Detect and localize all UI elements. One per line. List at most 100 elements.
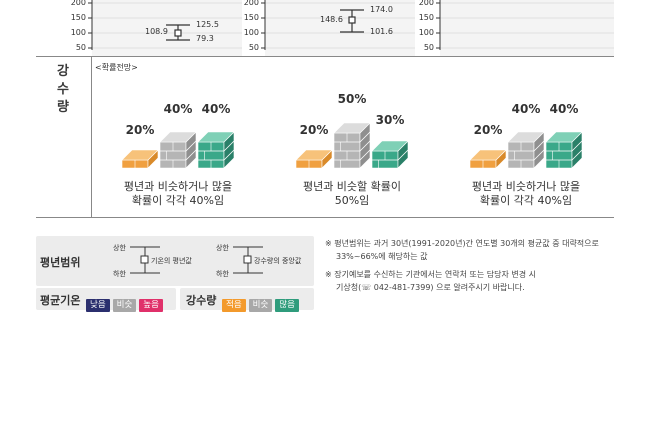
group-1-normal-stack-side-line — [185, 140, 197, 152]
chart-2-mid-value: 148.6 — [320, 15, 343, 24]
group-2-desc-line-1: 평년과 비슷할 확률이 — [302, 180, 402, 193]
group-1-low-stack-side-line — [147, 158, 159, 170]
chart-1-tick-50: 50 — [75, 43, 86, 52]
chart-1-grid — [92, 2, 242, 49]
group-3-high-stack-side-line — [571, 140, 583, 152]
legend-rain-upper: 상한 — [216, 244, 229, 252]
legend-temp-upper: 상한 — [113, 244, 126, 252]
group-3-normal-pct: 40% — [511, 102, 541, 116]
legend-temp-chips: 낮음 비슷 높음 — [86, 292, 166, 312]
chart-1-mid-value: 108.9 — [145, 27, 168, 36]
chart-2-tick-200: 200 — [243, 0, 259, 7]
chart-2-ticks — [261, 2, 265, 49]
chart-3-bg — [440, 0, 614, 56]
group-2-normal-stack-side-line — [359, 158, 371, 170]
group-2-high-stack-top — [371, 140, 409, 152]
chart-1-tick-200: 200 — [70, 0, 86, 7]
legend-temp-avg-label: 기온의 평년값 — [151, 257, 192, 265]
side-label-char-3: 량 — [57, 100, 69, 115]
group-1-desc-line-1: 평년과 비슷하거나 많을 — [123, 180, 233, 193]
chip-temp-normal: 비슷 — [112, 299, 137, 312]
chip-rain-high: 많음 — [275, 299, 299, 312]
chart-1-high-value: 125.5 — [196, 20, 219, 29]
group-1-high-stack-side-line — [223, 149, 235, 161]
chip-rain-normal: 비슷 — [248, 299, 273, 312]
chart-3-tick-150: 150 — [418, 13, 434, 22]
legend-rain-range-glyph — [233, 246, 263, 274]
legend-rain-mid-label: 강수량의 중앙값 — [254, 257, 302, 265]
note-1-line-1: ※ 평년범위는 과거 30년(1991-2020년)간 연도별 30개의 평균값… — [325, 239, 599, 248]
group-3-high-stack-side-line — [571, 149, 583, 161]
group-2-low-pct: 20% — [299, 123, 329, 137]
group-3-normal-stack-side-line — [533, 158, 545, 170]
side-label-char-2: 수 — [57, 82, 69, 97]
chart-3-tick-100: 100 — [418, 28, 434, 37]
chart-2-tick-150: 150 — [243, 13, 259, 22]
precip-subtitle: <확률전망> — [95, 63, 138, 72]
section-divider-top — [36, 56, 614, 57]
chart-2-tick-100: 100 — [243, 28, 259, 37]
group-2-desc-line-2: 50%임 — [334, 194, 370, 207]
chart-2-grid — [265, 2, 415, 49]
group-2-normal-stack-side-line — [359, 140, 371, 152]
note-2-line-2: 기상청(☏ 042-481-7399) 으로 알려주시기 바랍니다. — [336, 283, 525, 292]
chip-temp-low: 낮음 — [86, 299, 110, 312]
chart-1-bg — [92, 0, 242, 56]
note-1-line-2: 33%~66%에 해당하는 값 — [336, 252, 428, 261]
group-2-low-stack-top — [295, 149, 333, 161]
group-2-high-pct: 30% — [375, 113, 405, 127]
group-2-normal-stack-side-line — [359, 131, 371, 143]
group-1-desc-line-2: 확률이 각각 40%임 — [131, 194, 225, 207]
group-3-normal-stack-top — [507, 131, 545, 143]
section-left-rule — [91, 56, 92, 217]
group-1-normal-stack-side-line — [185, 149, 197, 161]
chart-3-grid — [440, 2, 614, 49]
note-2-line-1: ※ 장기예보를 수신하는 기관에서는 연락처 또는 담당자 변경 시 — [325, 270, 537, 279]
chart-1-tick-100: 100 — [70, 28, 86, 37]
group-1-high-stack-top — [197, 131, 235, 143]
legend-temp-title: 평균기온 — [40, 294, 81, 307]
group-3-high-pct: 40% — [549, 102, 579, 116]
legend-rain-lower: 하한 — [216, 270, 229, 278]
chart-2-range-box — [340, 9, 364, 33]
group-1-normal-stack-side-line — [185, 158, 197, 170]
group-1-high-stack-side-line — [223, 158, 235, 170]
section-divider-bottom — [36, 217, 614, 218]
chart-2-low-value: 101.6 — [370, 27, 393, 36]
chip-temp-high: 높음 — [139, 299, 163, 312]
group-3-desc-line-1: 평년과 비슷하거나 많을 — [471, 180, 581, 193]
side-label-char-1: 강 — [57, 64, 69, 79]
chart-1-ticks — [88, 2, 92, 49]
group-1-high-pct: 40% — [201, 102, 231, 116]
legend-temp-range-glyph — [130, 246, 160, 274]
chart-2-high-value: 174.0 — [370, 5, 393, 14]
chart-1-range-box — [166, 24, 190, 41]
group-2-normal-pct: 50% — [337, 92, 367, 106]
group-1-high-stack-side-line — [223, 140, 235, 152]
group-3-low-pct: 20% — [473, 123, 503, 137]
group-2-normal-stack-side-line — [359, 149, 371, 161]
chart-1-low-value: 79.3 — [196, 34, 214, 43]
group-3-normal-stack-side-line — [533, 140, 545, 152]
group-1-normal-stack-top — [159, 131, 197, 143]
group-2-normal-stack-top — [333, 122, 371, 134]
group-3-normal-stack-side-line — [533, 149, 545, 161]
chip-rain-low: 적음 — [222, 299, 246, 312]
group-1-low-stack-top — [121, 149, 159, 161]
legend-range-title: 평년범위 — [40, 256, 81, 269]
group-3-high-stack-side-line — [571, 158, 583, 170]
chart-2-bg — [265, 0, 415, 56]
legend-temp-lower: 하한 — [113, 270, 126, 278]
group-2-high-stack-side-line — [397, 149, 409, 161]
chart-3-tick-50: 50 — [423, 43, 434, 52]
temperature-charts — [88, 0, 614, 56]
group-3-low-stack-side-line — [495, 158, 507, 170]
group-3-desc-line-2: 확률이 각각 40%임 — [479, 194, 573, 207]
chart-3-tick-200: 200 — [418, 0, 434, 7]
group-2-high-stack-side-line — [397, 158, 409, 170]
group-3-low-stack-top — [469, 149, 507, 161]
chart-2-tick-50: 50 — [248, 43, 259, 52]
legend-rain-title: 강수량 — [186, 294, 217, 307]
